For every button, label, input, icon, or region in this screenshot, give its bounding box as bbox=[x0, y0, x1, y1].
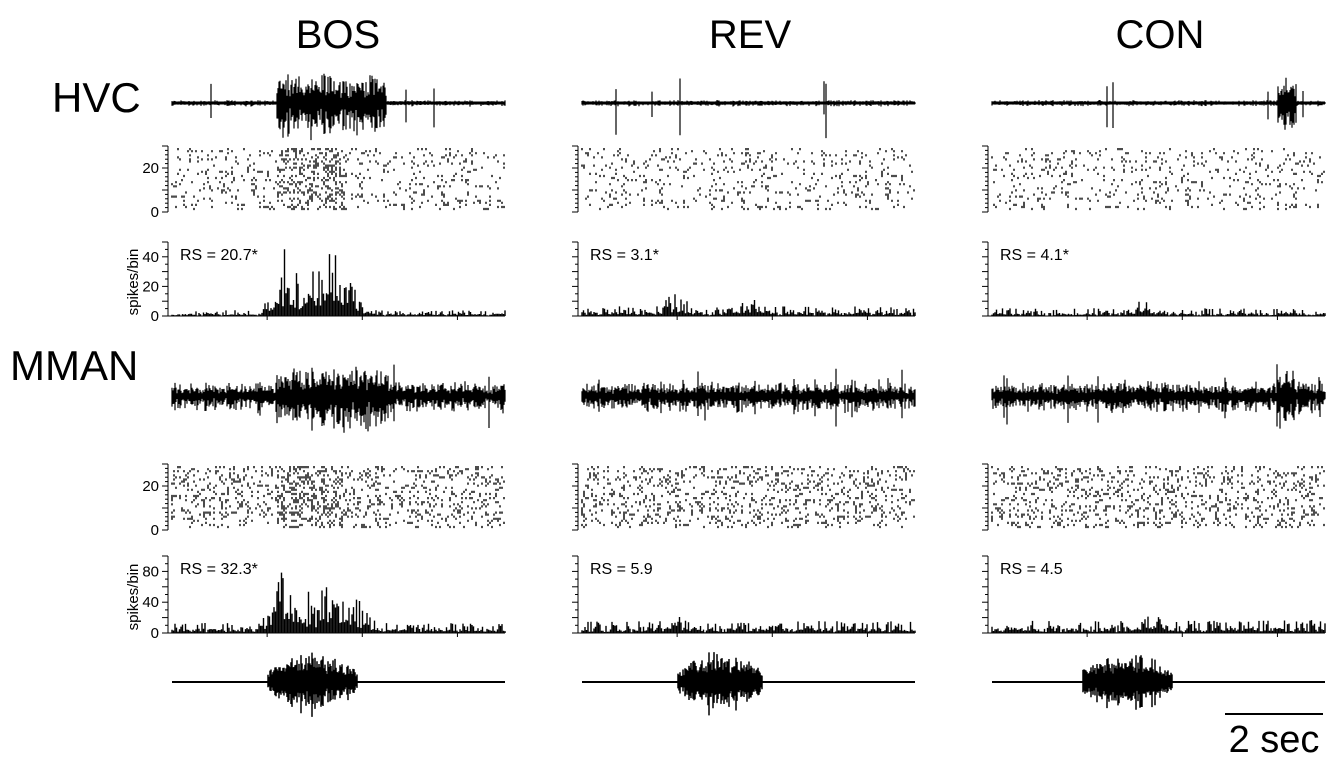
psth-y-axis-label: spikes/bin bbox=[125, 564, 142, 631]
hvc-multiunit-trace-rev bbox=[581, 78, 916, 139]
column-title-con: CON bbox=[1116, 13, 1205, 57]
region-label-hvc: HVC bbox=[52, 74, 141, 121]
song-waveform-con bbox=[992, 655, 1325, 710]
psth-tick-label: 0 bbox=[151, 308, 159, 325]
raster-spikes bbox=[171, 148, 505, 211]
column-title-rev: REV bbox=[709, 13, 792, 57]
mman-psth-rev: RS = 5.9 bbox=[572, 555, 916, 637]
region-label-mman: MMAN bbox=[10, 342, 138, 389]
raster-tick-label: 0 bbox=[151, 204, 159, 221]
psth-bars bbox=[991, 301, 1326, 316]
rs-annotation: RS = 4.5 bbox=[1000, 561, 1063, 578]
raster-tick-label: 20 bbox=[142, 478, 159, 495]
psth-tick-label: 0 bbox=[151, 625, 159, 642]
hvc-raster-rev bbox=[572, 145, 915, 213]
song-waveform-rev bbox=[582, 652, 915, 716]
rs-annotation: RS = 32.3* bbox=[180, 561, 258, 578]
rs-annotation: RS = 3.1* bbox=[590, 247, 659, 264]
hvc-raster-con bbox=[982, 145, 1325, 213]
scale-bar-label: 2 sec bbox=[1229, 719, 1320, 758]
raster-spikes bbox=[991, 466, 1325, 529]
raster-tick-label: 0 bbox=[151, 522, 159, 539]
rs-annotation: RS = 5.9 bbox=[590, 561, 653, 578]
song-envelope bbox=[677, 652, 763, 716]
psth-tick-label: 80 bbox=[142, 563, 159, 580]
song-envelope bbox=[267, 652, 358, 717]
psth-bars bbox=[991, 616, 1326, 633]
psth-bars bbox=[171, 572, 506, 633]
rs-annotation: RS = 4.1* bbox=[1000, 247, 1069, 264]
song-envelope bbox=[1082, 655, 1173, 710]
mman-multiunit-trace-bos bbox=[171, 364, 506, 433]
psth-bars bbox=[581, 294, 916, 316]
psth-tick-label: 20 bbox=[142, 278, 159, 295]
hvc-raster-bos: 0 20 bbox=[142, 145, 505, 221]
raster-spikes bbox=[581, 466, 915, 529]
hvc-multiunit-trace-bos bbox=[171, 73, 506, 141]
rs-annotation: RS = 20.7* bbox=[180, 247, 258, 264]
psth-tick-label: 40 bbox=[142, 594, 159, 611]
raster-spikes bbox=[991, 148, 1325, 211]
psth-bars bbox=[171, 249, 506, 316]
raster-spikes bbox=[581, 148, 915, 211]
psth-tick-label: 40 bbox=[142, 249, 159, 266]
hvc-psth-con: RS = 4.1* bbox=[982, 241, 1326, 320]
mman-raster-con bbox=[982, 463, 1325, 531]
raster-spikes bbox=[171, 466, 505, 529]
mman-raster-bos: 0 20 bbox=[142, 463, 505, 539]
psth-bars bbox=[581, 617, 916, 633]
mman-raster-rev bbox=[572, 463, 915, 531]
song-waveform-bos bbox=[172, 652, 505, 717]
raster-tick-label: 20 bbox=[142, 160, 159, 177]
mman-psth-con: RS = 4.5 bbox=[982, 555, 1326, 637]
column-title-bos: BOS bbox=[296, 13, 380, 57]
hvc-psth-rev: RS = 3.1* bbox=[572, 241, 916, 320]
mman-multiunit-trace-rev bbox=[581, 368, 916, 427]
psth-y-axis-label: spikes/bin bbox=[125, 249, 142, 316]
